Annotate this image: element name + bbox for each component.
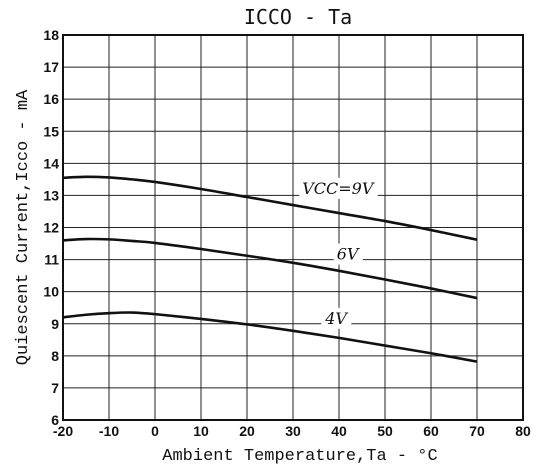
curve-label: VCC=9V xyxy=(302,179,375,198)
y-tick-label: 6 xyxy=(51,412,59,428)
curves xyxy=(62,175,478,363)
y-tick-label: 15 xyxy=(43,123,59,139)
y-axis-label: Quiescent Current,Icco - mA xyxy=(14,89,33,365)
curve-label-background xyxy=(321,307,352,329)
y-tick-label: 18 xyxy=(43,27,59,43)
x-tick-label: -20 xyxy=(53,423,73,439)
plot-frame xyxy=(62,34,524,421)
y-tick-label: 14 xyxy=(43,155,59,171)
series-line xyxy=(62,311,478,363)
curve-labels: VCC=9V 6V 4V xyxy=(299,177,378,329)
x-tick-label: 60 xyxy=(423,423,439,439)
x-tick-label: 0 xyxy=(151,423,159,439)
y-tick-label: 13 xyxy=(43,187,59,203)
y-tick-label: 12 xyxy=(43,220,59,236)
y-tick-labels: 6 7 8 9 10 11 12 13 14 15 16 17 18 xyxy=(43,27,59,428)
y-tick-label: 17 xyxy=(43,59,59,75)
x-axis-label: Ambient Temperature,Ta - °C xyxy=(162,447,437,466)
curve-label: 4V xyxy=(324,309,348,328)
x-tick-label: 50 xyxy=(377,423,393,439)
x-tick-label: -10 xyxy=(99,423,119,439)
series-line xyxy=(62,237,478,300)
y-tick-label: 11 xyxy=(44,252,59,268)
curve-label: 6V xyxy=(337,245,360,264)
y-tick-label: 8 xyxy=(51,348,59,364)
x-tick-label: 10 xyxy=(193,423,209,439)
curve-label-background xyxy=(299,177,378,199)
x-tick-label: 30 xyxy=(285,423,301,439)
x-tick-labels: -20 -10 0 10 20 30 40 50 60 70 80 xyxy=(53,423,531,439)
x-tick-label: 70 xyxy=(469,423,485,439)
y-tick-label: 9 xyxy=(51,316,59,332)
curve-label-background xyxy=(333,243,363,265)
grid xyxy=(62,34,524,421)
chart-title: ICCO - Ta xyxy=(244,5,352,29)
y-tick-label: 7 xyxy=(51,380,59,396)
y-tick-label: 16 xyxy=(43,91,59,107)
series-line xyxy=(62,175,478,241)
x-tick-label: 20 xyxy=(239,423,255,439)
x-tick-label: 80 xyxy=(515,423,531,439)
x-tick-label: 40 xyxy=(331,423,347,439)
y-tick-label: 10 xyxy=(43,284,59,300)
